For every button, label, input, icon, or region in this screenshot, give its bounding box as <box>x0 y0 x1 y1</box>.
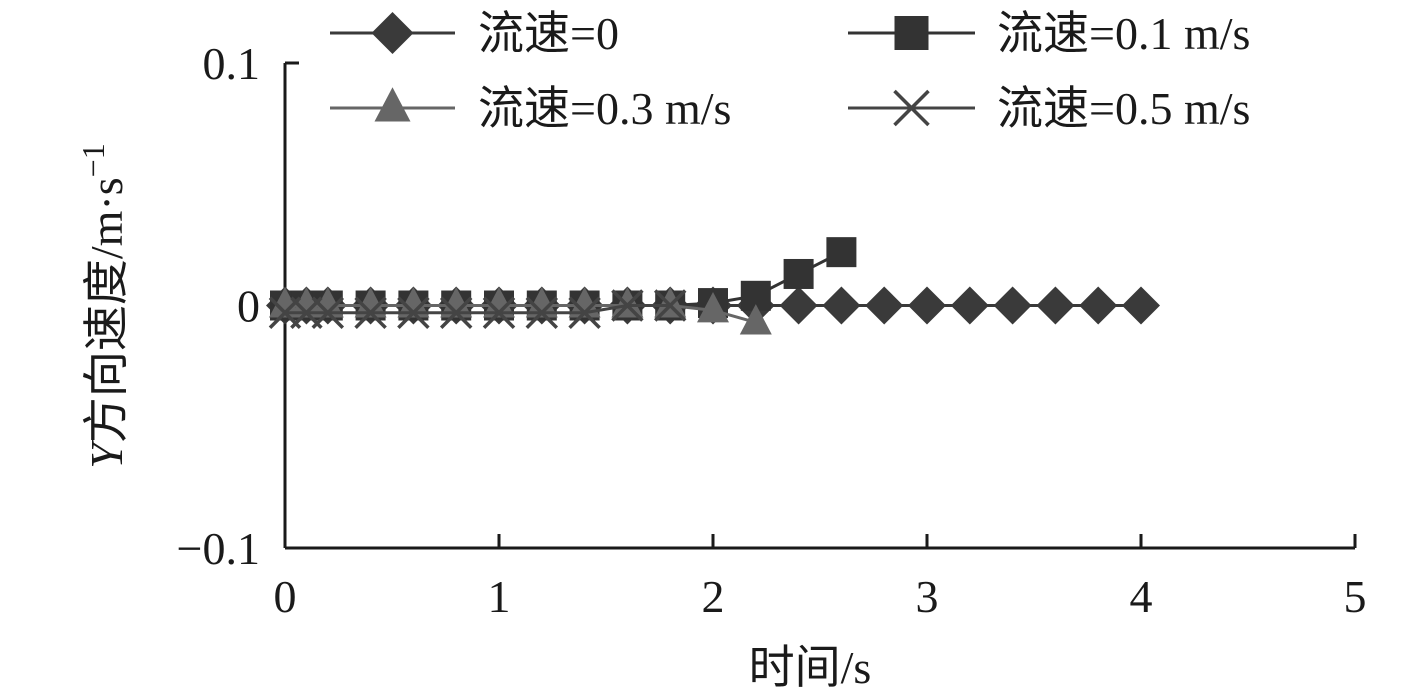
series-3-point <box>697 291 729 323</box>
series-2-point <box>826 237 857 268</box>
x-marker-stroke <box>653 289 687 322</box>
series-3-point <box>290 287 323 318</box>
legend-label: 流速=0.1 m/s <box>997 8 1250 59</box>
series-1-point <box>993 286 1032 325</box>
x-marker-stroke <box>439 296 473 330</box>
legend-label: 流速=0.5 m/s <box>997 83 1250 134</box>
series-4 <box>268 289 687 330</box>
legend-item-2: 流速=0.1 m/s <box>848 8 1250 59</box>
legend-marker <box>894 16 929 50</box>
legend: 流速=0 流速=0.1 m/s 流速=0.3 m/s 流速=0.5 m/s <box>330 8 1250 134</box>
legend-label: 流速=0 <box>478 8 619 59</box>
y-axis-label: Y方向速度/m·s−1 <box>75 143 132 468</box>
legend-item-4: 流速=0.5 m/s <box>848 83 1250 134</box>
x-tick-label: 5 <box>1344 571 1367 622</box>
series-3-point <box>611 287 644 318</box>
series-3-point <box>269 287 301 318</box>
x-marker-stroke <box>525 296 559 330</box>
series-1-point <box>822 286 861 325</box>
y-axis-label-superscript: −1 <box>75 143 111 177</box>
series-4-point <box>653 289 687 322</box>
series-4-point <box>568 296 601 330</box>
legend-item-1: 流速=0 <box>330 8 619 59</box>
series-1-point <box>1122 286 1160 325</box>
x-marker-stroke <box>893 89 930 127</box>
series-3-point <box>354 287 387 318</box>
x-marker-stroke <box>482 296 516 330</box>
y-axis-label-italic: Y <box>81 439 132 469</box>
x-marker-stroke <box>568 296 601 330</box>
series-4-point <box>397 296 430 330</box>
series-1-point <box>779 286 818 325</box>
series-3-point <box>440 287 473 318</box>
x-tick-label: 2 <box>702 571 725 622</box>
series-1-point <box>1079 286 1118 325</box>
series-3-point <box>654 287 687 318</box>
series-2-point <box>783 258 814 289</box>
x-tick-label: 0 <box>274 571 297 622</box>
series-4-point <box>354 296 387 330</box>
x-marker-stroke <box>611 289 644 322</box>
plot-area <box>266 237 1160 335</box>
series-4-point <box>482 296 516 330</box>
series-3-point <box>483 287 515 318</box>
x-tick-label: 1 <box>488 571 511 622</box>
y-tick-label: 0 <box>237 281 260 332</box>
series-3-point <box>397 287 430 318</box>
x-tick-label: 3 <box>916 571 939 622</box>
series-3-point <box>525 287 558 318</box>
series-4-point <box>611 289 644 322</box>
series-1-point <box>1036 286 1075 325</box>
series-1-point <box>950 286 989 325</box>
legend-marker <box>893 89 930 127</box>
series-4-point <box>439 296 473 330</box>
series-3 <box>269 287 772 335</box>
legend-marker <box>371 12 414 54</box>
y-tick-label: −0.1 <box>177 523 260 574</box>
x-marker-stroke <box>397 296 430 330</box>
series-4-point <box>311 296 345 330</box>
series-1-point <box>865 286 904 325</box>
x-tick-label: 4 <box>1130 571 1153 622</box>
x-marker-stroke <box>354 296 387 330</box>
x-marker-stroke <box>311 296 345 330</box>
y-axis-label-main: 方向速度/m·s <box>81 177 132 443</box>
series-4-point <box>525 296 559 330</box>
x-axis-label: 时间/s <box>749 642 872 693</box>
series-3-point <box>739 304 772 335</box>
series-1-point <box>908 286 946 325</box>
y-tick-label: 0.1 <box>203 38 261 89</box>
legend-item-3: 流速=0.3 m/s <box>330 83 731 134</box>
series-2 <box>270 237 857 321</box>
legend-marker <box>374 87 411 122</box>
legend-label: 流速=0.3 m/s <box>478 83 731 134</box>
tick-labels: −0.1 0 0.1 0 1 2 3 4 5 <box>177 38 1367 622</box>
series-3-point <box>311 287 344 318</box>
